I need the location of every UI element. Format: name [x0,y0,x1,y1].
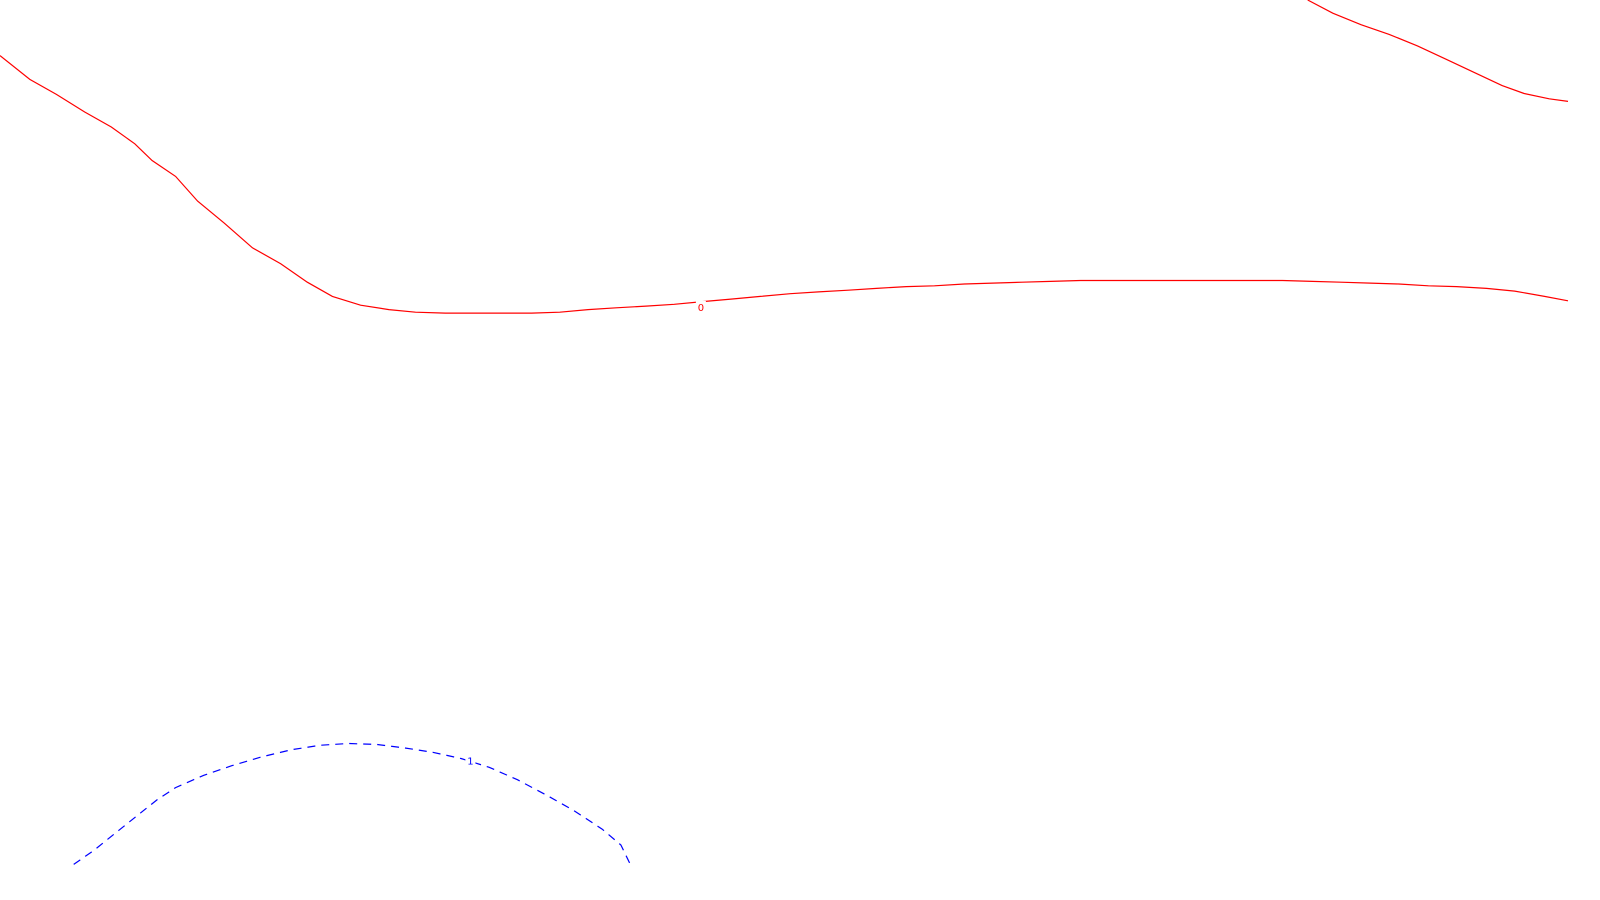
contour-lines [0,0,1569,865]
contour-label-level-0: 0 [698,303,704,314]
contour-label-level-1: 1 [467,756,473,767]
contour-line-level-0-0 [0,55,1569,314]
contour-label-background [465,754,476,767]
contour-line-level-0-1 [1307,0,1569,102]
contour-labels: 01 [465,300,706,767]
contour-line-level-1-2 [73,742,631,865]
contour-label-background [695,300,706,313]
